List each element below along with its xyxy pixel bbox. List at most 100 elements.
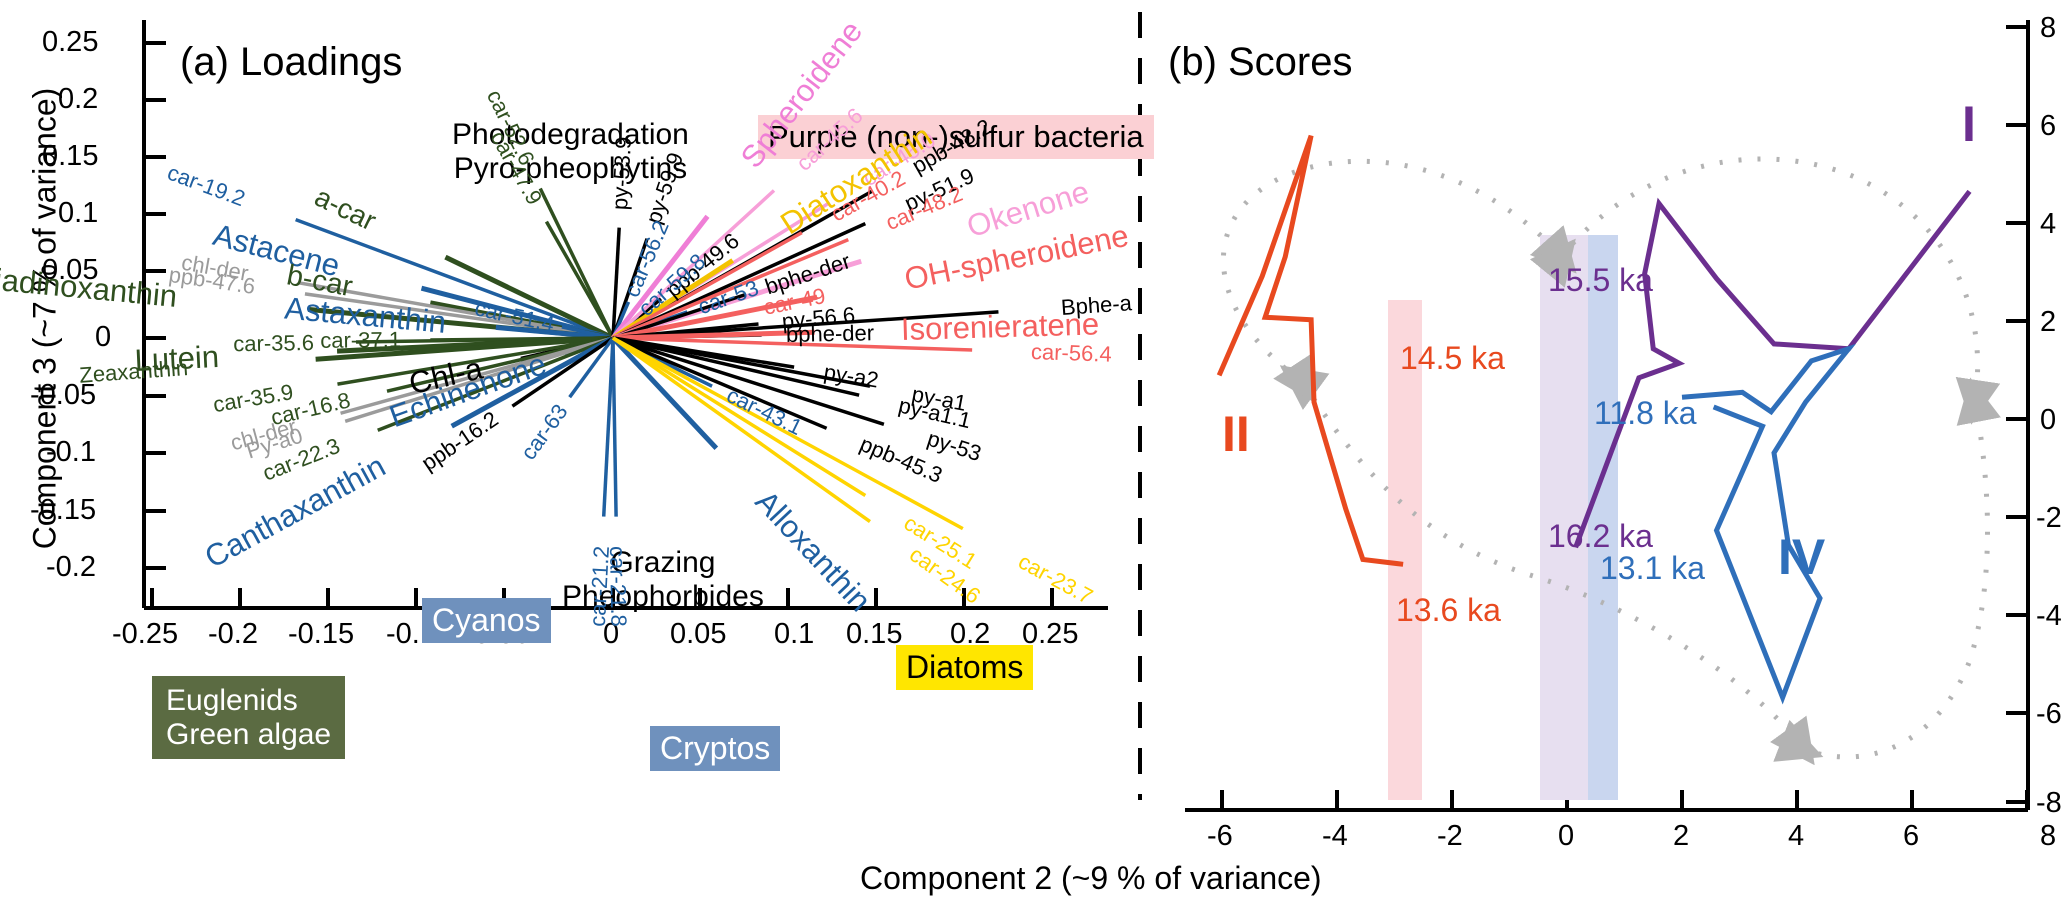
panel-b-axes bbox=[1185, 20, 2030, 812]
loading-vector bbox=[611, 336, 719, 450]
age-label-13-1ka: 13.1 ka bbox=[1600, 550, 1705, 586]
annotation-photodegradation: Photodegradation Pyro-pheophytins bbox=[452, 118, 689, 186]
loading-vector bbox=[601, 337, 615, 517]
age-label-11-8ka: 11.8 ka bbox=[1594, 395, 1697, 431]
age-label-15-5ka: 15.5 ka bbox=[1548, 262, 1653, 298]
ytick-label: 0.05 bbox=[42, 254, 99, 286]
trajectory-arrows bbox=[1220, 156, 2001, 766]
xtick-label: -0.2 bbox=[208, 618, 258, 650]
loading-vector bbox=[612, 293, 746, 340]
xtick-label-b: 2 bbox=[1673, 820, 1690, 852]
ytick-label-b: 0 bbox=[2040, 404, 2057, 436]
x-axis-title: Component 2 (~9 % of variance) bbox=[860, 860, 1322, 896]
loading-label: py-53.9 bbox=[607, 135, 637, 211]
ytick-label-b: -6 bbox=[2036, 698, 2062, 730]
ytick-label: -0.1 bbox=[46, 436, 96, 468]
loading-vector bbox=[344, 336, 614, 423]
loading-vector bbox=[612, 310, 999, 340]
loading-label: car-37.1 bbox=[319, 327, 401, 354]
ytick-label: -0.05 bbox=[30, 379, 97, 411]
panel-b-title: (b) Scores bbox=[1168, 40, 1353, 84]
loading-label: bphe-der bbox=[785, 319, 875, 347]
loading-vector bbox=[611, 189, 776, 340]
annotation-line1: Grazing bbox=[610, 546, 716, 579]
ytick-label-b: 4 bbox=[2040, 208, 2057, 240]
loading-vector bbox=[612, 336, 973, 352]
ytick-label: 0.25 bbox=[42, 26, 99, 58]
loading-vector bbox=[304, 292, 614, 340]
xtick-label: 0.05 bbox=[670, 618, 727, 650]
loading-vector bbox=[544, 220, 615, 339]
loading-vectors bbox=[295, 187, 999, 531]
annotation-line2: Pyro-pheophytins bbox=[453, 152, 688, 185]
loading-vector bbox=[612, 294, 818, 341]
loading-vector bbox=[612, 336, 860, 397]
zone-label-I: I bbox=[1962, 96, 1976, 152]
loading-vector bbox=[337, 336, 614, 386]
ytick-label-b: -4 bbox=[2036, 600, 2062, 632]
loading-label: car-35.6 bbox=[233, 329, 315, 356]
loading-vector bbox=[612, 336, 964, 531]
panel-a-axes bbox=[142, 20, 1108, 610]
ytick-label-b: 8 bbox=[2040, 12, 2057, 44]
ytick-label-b: 2 bbox=[2040, 306, 2057, 338]
loading-vector bbox=[295, 217, 614, 340]
score-path bbox=[1573, 189, 1972, 549]
ytick-label: -0.2 bbox=[46, 551, 96, 583]
xtick-label-b: -6 bbox=[1207, 820, 1233, 852]
age-label-13-6ka: 13.6 ka bbox=[1396, 592, 1501, 628]
loading-label: car-56.4 bbox=[1030, 339, 1112, 367]
group-box-line2: Green algae bbox=[166, 717, 332, 751]
loading-vector bbox=[612, 329, 815, 341]
group-box-line1: Euglenids bbox=[166, 684, 298, 717]
zone-label-II: II bbox=[1222, 406, 1250, 462]
xtick-label-b: 8 bbox=[2040, 820, 2057, 852]
ytick-label: 0.2 bbox=[58, 83, 99, 115]
loading-vector bbox=[538, 187, 615, 339]
loading-vector bbox=[612, 238, 849, 340]
xtick-label-b: -4 bbox=[1322, 820, 1348, 852]
ytick-label: 0.1 bbox=[58, 197, 99, 229]
score-path bbox=[1216, 134, 1404, 567]
loading-vector bbox=[568, 336, 615, 399]
group-box-diatoms: Diatoms bbox=[896, 645, 1034, 690]
annotation-line2: Pheophorbides bbox=[562, 580, 764, 613]
zone-label-IV: IV bbox=[1778, 529, 1826, 585]
group-box-purple-bacteria: Purple (non-)sulfur bacteria bbox=[758, 115, 1154, 159]
loading-vector bbox=[315, 335, 614, 362]
xtick-label: 0.2 bbox=[950, 618, 991, 650]
ytick-label: -0.15 bbox=[30, 494, 97, 526]
xtick-label: 0.15 bbox=[846, 618, 903, 650]
loading-vector bbox=[611, 337, 618, 517]
loading-vector bbox=[612, 336, 828, 430]
group-box-euglenids: Euglenids Green algae bbox=[152, 676, 346, 760]
ytick-label: 0.15 bbox=[42, 140, 99, 172]
xtick-label: -0.15 bbox=[288, 618, 355, 650]
ytick-label-b: -8 bbox=[2036, 787, 2062, 819]
group-box-cryptos: Cryptos bbox=[650, 726, 781, 771]
xtick-label-b: 6 bbox=[1903, 820, 1920, 852]
xtick-label: 0.25 bbox=[1022, 618, 1079, 650]
loading-vector bbox=[511, 336, 614, 408]
annotation-grazing: Grazing Pheophorbides bbox=[562, 546, 764, 614]
loading-vector bbox=[611, 214, 710, 340]
ytick-label-b: 6 bbox=[2040, 110, 2057, 142]
loading-label: car-21.8 bbox=[604, 545, 631, 627]
group-box-cyanos: Cyanos bbox=[422, 598, 551, 643]
loading-vector bbox=[612, 336, 867, 498]
loading-vector bbox=[611, 227, 621, 339]
loading-vector bbox=[450, 335, 615, 429]
loading-vector bbox=[612, 336, 885, 426]
score-trajectories bbox=[1216, 134, 1972, 705]
loading-vector bbox=[444, 254, 615, 341]
loading-vector bbox=[612, 231, 803, 340]
xtick-label-b: -2 bbox=[1437, 820, 1463, 852]
ytick-label-b: -2 bbox=[2036, 502, 2062, 534]
xtick-label-b: 4 bbox=[1788, 820, 1805, 852]
loading-vector bbox=[612, 336, 871, 388]
score-path bbox=[1681, 343, 1856, 705]
xtick-label: 0 bbox=[603, 618, 620, 650]
loading-vector bbox=[611, 336, 871, 524]
loading-vector bbox=[377, 336, 614, 432]
